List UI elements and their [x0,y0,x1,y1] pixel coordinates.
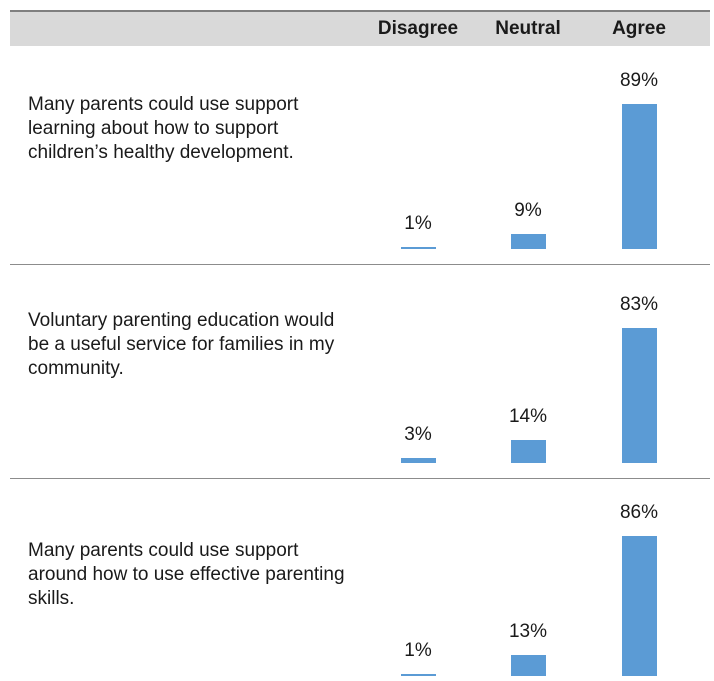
statement-row-1: Many parents could use support learning … [28,94,299,163]
bar-row-3-neutral [510,654,546,676]
bar-row-2-agree [621,327,657,463]
column-header-neutral: Neutral [495,18,561,39]
bar-row-3-agree [621,535,657,676]
value-label-row-3-agree: 86% [619,501,659,523]
row-divider [10,264,710,265]
statement-row-3: Many parents could use support around ho… [28,540,345,609]
value-label-row-2-neutral: 14% [508,406,548,428]
bar-row-3-disagree [400,674,436,676]
value-label-row-1-disagree: 1% [404,213,432,234]
column-header-agree: Agree [612,18,666,39]
value-label-row-3-neutral: 13% [508,620,548,642]
value-label-row-1-agree: 89% [619,70,659,91]
bar-row-2-neutral [510,440,546,463]
header-bar [10,10,710,46]
bar-row-1-neutral [510,234,546,249]
value-label-row-3-disagree: 1% [404,640,432,661]
bar-row-1-agree [621,104,657,249]
row-divider [10,478,710,479]
statement-row-2: Voluntary parenting education would be a… [28,310,335,379]
value-label-row-2-disagree: 3% [404,424,432,446]
value-label-row-2-agree: 83% [619,293,659,315]
bar-row-1-disagree [400,247,436,249]
bar-row-2-disagree [400,458,436,463]
column-header-disagree: Disagree [377,18,459,39]
value-label-row-1-neutral: 9% [514,200,542,222]
